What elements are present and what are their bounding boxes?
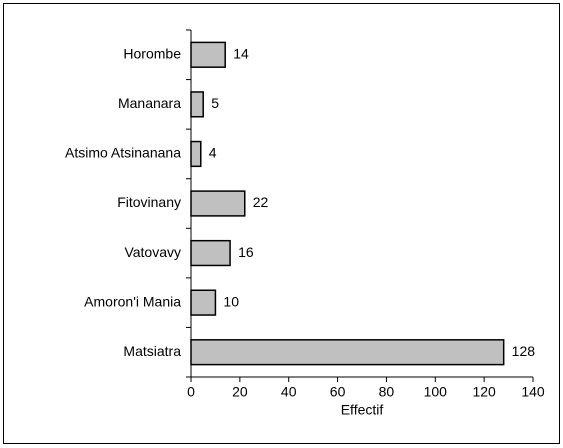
x-tick-label: 0 (187, 384, 195, 400)
bar (190, 91, 204, 118)
value-label: 5 (211, 95, 219, 111)
y-tick-label: Vatovavy (124, 244, 181, 260)
bar (190, 289, 217, 316)
value-label: 10 (223, 293, 239, 309)
bar (190, 41, 226, 68)
y-tick-label: Fitovinany (117, 194, 181, 210)
bar (190, 339, 505, 366)
y-tick-label: Amoron'i Mania (84, 293, 181, 309)
x-tick-label: 40 (281, 384, 297, 400)
x-tick-label: 140 (521, 384, 545, 400)
y-tick-label: Atsimo Atsinanana (65, 145, 181, 161)
x-tick-label: 120 (472, 384, 496, 400)
value-label: 16 (238, 244, 254, 260)
bar (190, 190, 246, 217)
y-tick-label: Matsiatra (123, 343, 181, 359)
value-label: 128 (512, 343, 536, 359)
y-tick-label: Horombe (123, 45, 181, 61)
x-tick-label: 100 (424, 384, 448, 400)
x-tick-label: 80 (379, 384, 395, 400)
value-label: 4 (209, 145, 217, 161)
bar (190, 140, 202, 168)
y-tick-label: Mananara (118, 95, 181, 111)
x-tick-label: 60 (330, 384, 346, 400)
chart-border (3, 3, 560, 444)
value-label: 22 (253, 194, 269, 210)
value-label: 14 (233, 45, 249, 61)
x-tick-label: 20 (232, 384, 248, 400)
x-axis-label: Effectif (341, 402, 384, 418)
bar (190, 239, 231, 267)
